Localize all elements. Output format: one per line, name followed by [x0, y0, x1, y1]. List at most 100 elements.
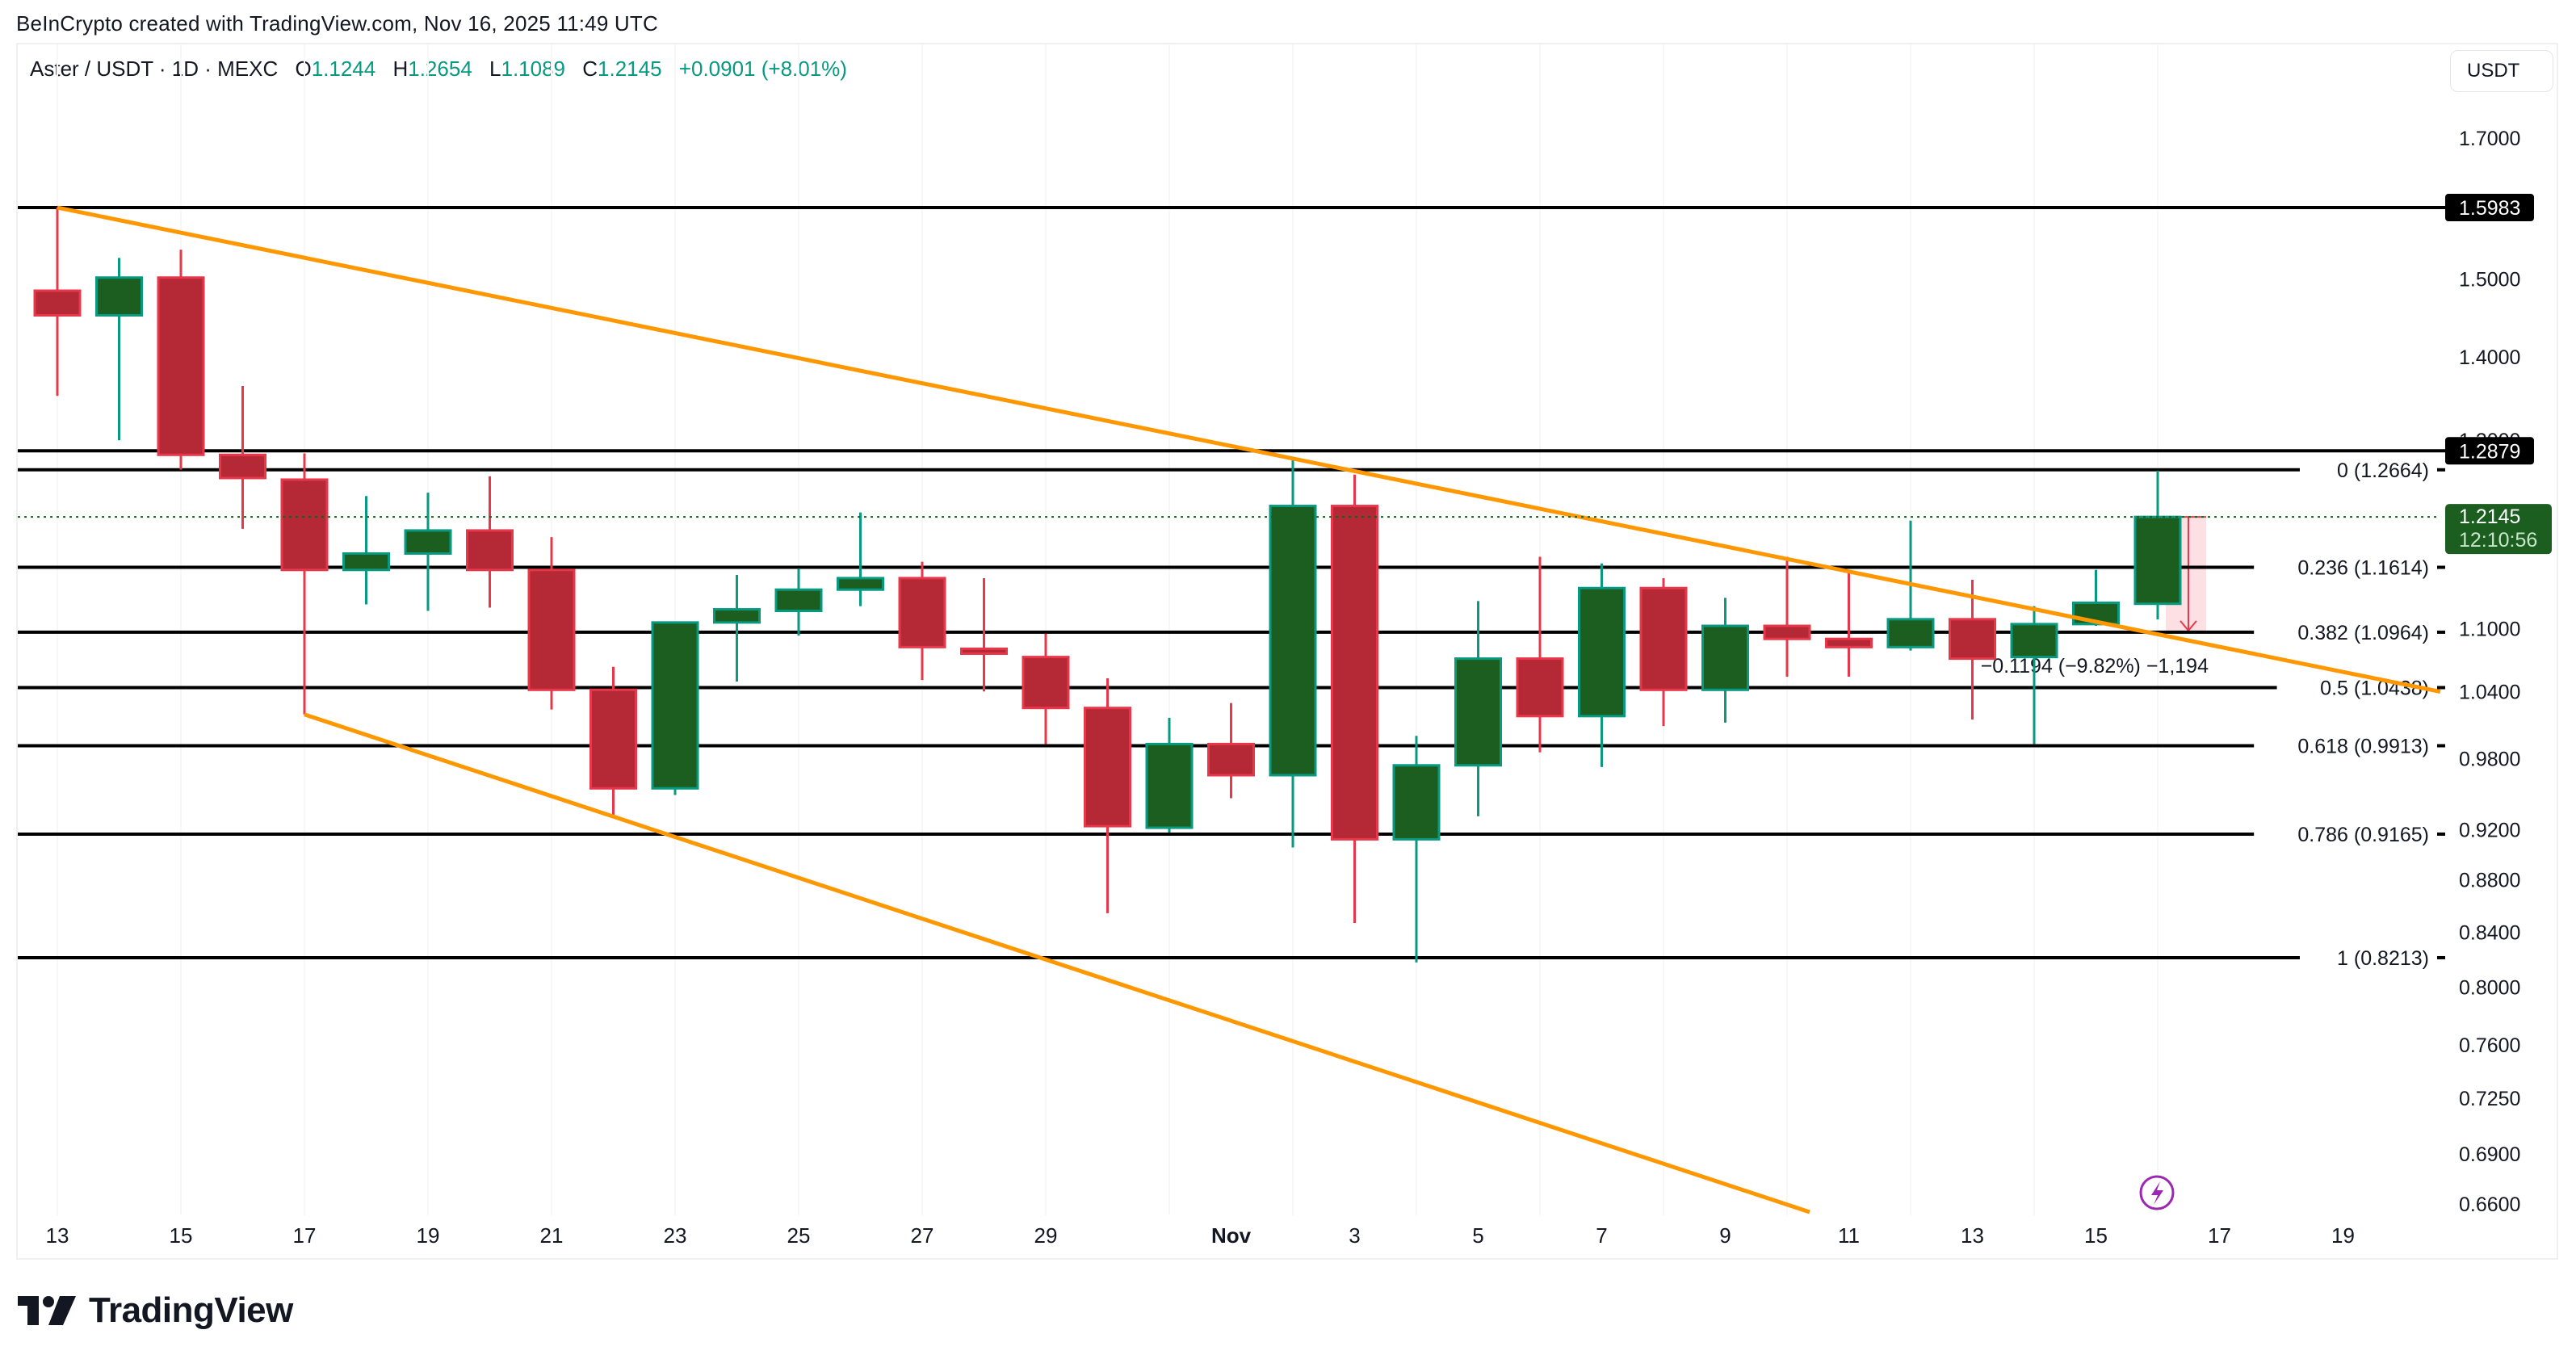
trendlines[interactable] — [57, 205, 2441, 1214]
candle — [1949, 580, 1996, 719]
fibonacci-levels[interactable]: 0 (1.2664) 0.236 (1.1614) 0.382 (1.0964) 0.… — [18, 459, 2445, 970]
last-price-pill — [2445, 504, 2552, 555]
candle — [219, 385, 266, 529]
candle — [651, 621, 699, 795]
price-tick-label: 1.7000 — [2459, 128, 2520, 150]
price-tick-label: 0.9200 — [2459, 820, 2520, 842]
lightning-bolt-icon — [2151, 1181, 2163, 1205]
event-marker[interactable] — [2139, 1175, 2175, 1210]
fib-level-label: 0.236 (1.1614) — [2297, 557, 2429, 580]
fib-level-label: 0.5 (1.0438) — [2320, 677, 2429, 699]
price-tick-label: 0.8000 — [2459, 977, 2520, 1000]
candle — [960, 577, 1008, 692]
low-value: 1.1089 — [501, 57, 566, 81]
candle — [1207, 703, 1255, 799]
grid-lines — [57, 44, 2159, 1215]
price-tick-label: 1.1000 — [2459, 618, 2520, 640]
symbol-legend: Aster / USDT · 1D · MEXC O1.1244 H1.2654… — [30, 57, 847, 82]
candle — [33, 208, 82, 396]
candle-body-up — [1145, 742, 1194, 829]
upper-trendline[interactable] — [57, 205, 2441, 694]
price-axis[interactable]: 1.7000 1.5000 1.4000 1.1000 1.0400 0.9800 0.92… — [2445, 128, 2552, 1216]
price-tick-label: 0.6900 — [2459, 1143, 2520, 1166]
candle — [1022, 634, 1070, 745]
candle — [157, 250, 205, 470]
level-price-pill — [2445, 194, 2534, 222]
close-label: C — [582, 57, 598, 81]
candle-body-down — [1516, 657, 1564, 718]
price-tick-label: 0.8400 — [2459, 922, 2520, 945]
level-price-value: 1.2879 — [2459, 440, 2520, 463]
candle-body-up — [1392, 764, 1441, 841]
candle-body-up — [1269, 505, 1317, 777]
currency-button[interactable]: USDT — [2450, 50, 2553, 92]
date-tick-label: 9 — [1719, 1223, 1731, 1248]
fib-level-label: 0.382 (1.0964) — [2297, 622, 2429, 644]
candle-body-down — [898, 577, 946, 648]
high-label: H — [392, 57, 409, 81]
low-label: L — [489, 57, 501, 81]
open-label: O — [295, 57, 312, 81]
change-value: +0.0901 (+8.01%) — [678, 57, 847, 81]
candles — [33, 208, 2182, 963]
candle — [1454, 601, 1502, 816]
candle — [527, 537, 576, 710]
date-tick-label: 17 — [2208, 1223, 2231, 1248]
date-tick-label: 29 — [1034, 1223, 1058, 1248]
horizontal-levels[interactable] — [18, 206, 2447, 453]
candle-body-down — [219, 453, 266, 480]
bar-countdown-timer: 12:10:56 — [2459, 529, 2537, 552]
open-value: 1.1244 — [311, 57, 376, 81]
tradingview-logo-icon — [18, 1296, 76, 1325]
candle — [404, 493, 452, 611]
attribution-text: BeInCrypto created with TradingView.com,… — [16, 11, 658, 36]
candle-body-down — [1639, 586, 1688, 691]
high-value: 1.2654 — [408, 57, 472, 81]
price-tick-label: 0.8800 — [2459, 870, 2520, 892]
level-price-pill — [2445, 437, 2534, 465]
candle-body-up — [95, 276, 143, 317]
date-tick-label: 13 — [1961, 1223, 1984, 1248]
candle — [1825, 573, 1873, 678]
date-tick-label: 27 — [911, 1223, 934, 1248]
candle-body-down — [527, 568, 576, 691]
time-axis[interactable]: 13 15 17 19 21 23 25 27 29 Nov 3 5 7 9 11 13 15 17 19 — [46, 1223, 2355, 1248]
date-tick-label: 15 — [2084, 1223, 2108, 1248]
candle — [1639, 577, 1688, 727]
candle — [1145, 717, 1194, 833]
lower-trendline[interactable] — [304, 712, 1810, 1214]
date-tick-label: 15 — [170, 1223, 193, 1248]
candle — [1701, 598, 1749, 723]
last-price-value: 1.2145 — [2459, 506, 2520, 528]
candle — [95, 258, 143, 441]
candle — [280, 453, 329, 715]
candle-body-down — [960, 647, 1008, 655]
price-tick-label: 0.7250 — [2459, 1088, 2520, 1110]
candle-body-down — [1207, 742, 1255, 777]
date-tick-label: 3 — [1349, 1223, 1360, 1248]
candle-body-down — [1825, 637, 1873, 648]
measure-tool[interactable]: −0.1194 (−9.82%) −1,194 — [1981, 516, 2209, 678]
candle — [713, 574, 761, 682]
candle-body-down — [1763, 624, 1811, 640]
date-tick-label: 17 — [293, 1223, 317, 1248]
price-tick-label: 0.6600 — [2459, 1193, 2520, 1216]
level-price-value: 1.5983 — [2459, 197, 2520, 220]
price-tick-label: 1.4000 — [2459, 346, 2520, 369]
candle — [898, 561, 946, 681]
price-tick-label: 0.7600 — [2459, 1034, 2520, 1057]
candle-body-down — [33, 289, 82, 317]
symbol-title: Aster / USDT · 1D · MEXC — [30, 57, 279, 81]
close-value: 1.2145 — [598, 57, 662, 81]
candle-body-down — [280, 478, 329, 572]
candle-body-up — [651, 621, 699, 790]
candle-body-up — [342, 552, 390, 572]
candle — [774, 568, 823, 636]
price-tick-label: 1.5000 — [2459, 269, 2520, 292]
candle-body-down — [1949, 618, 1996, 661]
fib-level-label: 0.786 (0.9165) — [2297, 824, 2429, 846]
candle — [1269, 456, 1317, 848]
candle-body-up — [713, 608, 761, 624]
date-tick-label: 13 — [46, 1223, 69, 1248]
